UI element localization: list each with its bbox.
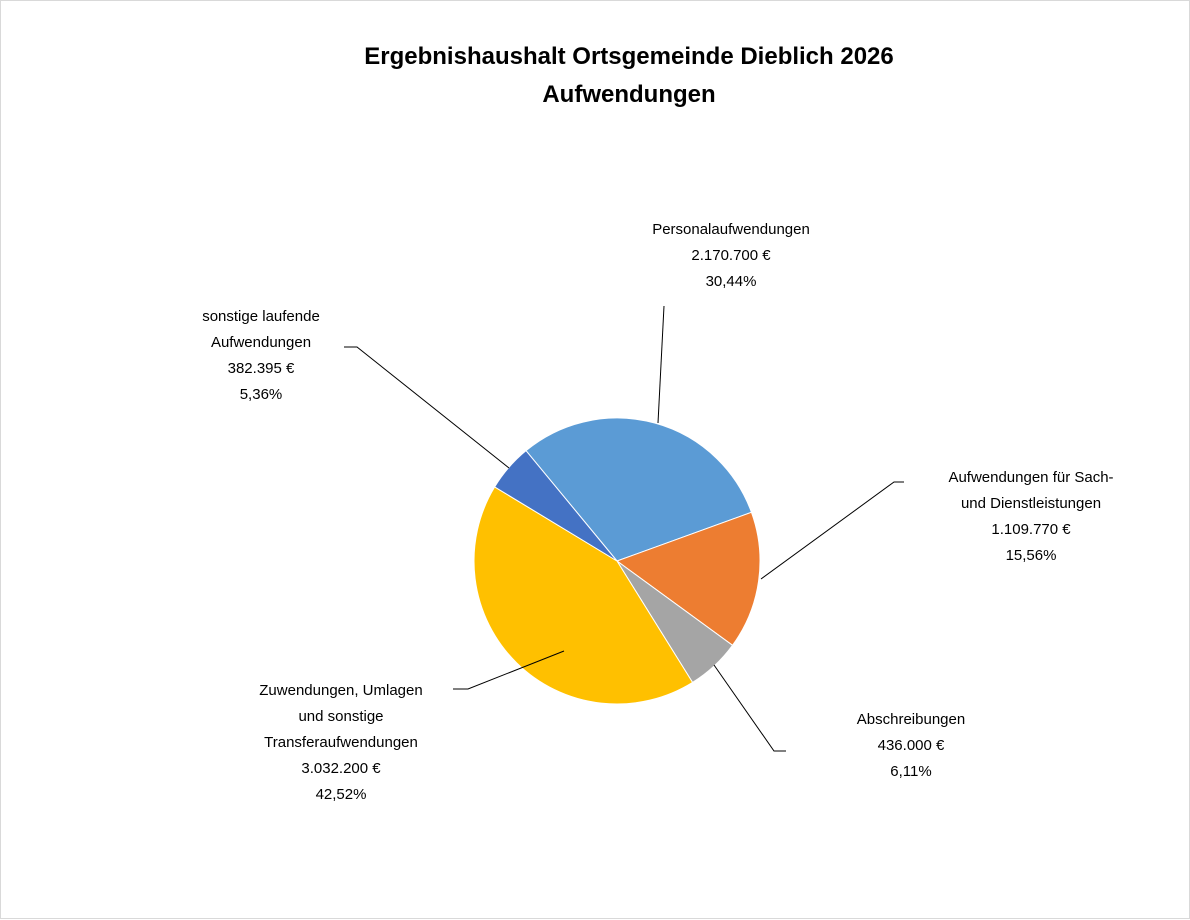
- leader-line: [344, 346, 510, 469]
- pie-slice: [525, 417, 753, 562]
- category-label: sonstige laufende Aufwendungen: [202, 308, 320, 351]
- pie-slice: [473, 486, 694, 705]
- value-label: 3.032.200 €: [301, 760, 381, 777]
- leader-line: [657, 305, 665, 424]
- leader-line: [760, 481, 904, 580]
- category-label: Zuwendungen, Umlagen und sonstige Transf…: [259, 682, 423, 751]
- value-label: 436.000 €: [877, 737, 945, 754]
- value-label: 382.395 €: [227, 360, 295, 377]
- category-label: Abschreibungen: [856, 711, 966, 728]
- data-label: Zuwendungen, Umlagen und sonstige Transf…: [255, 678, 427, 808]
- percent-label: 15,56%: [1005, 547, 1057, 564]
- chart-subtitle: Aufwendungen: [542, 81, 716, 108]
- value-label: 1.109.770 €: [991, 521, 1071, 538]
- data-label: Personalaufwendungen 2.170.700 € 30,44%: [611, 217, 851, 295]
- value-label: 2.170.700 €: [691, 247, 771, 264]
- data-label: Aufwendungen für Sach- und Dienstleistun…: [944, 465, 1119, 569]
- data-label: Abschreibungen 436.000 € 6,11%: [831, 707, 991, 785]
- percent-label: 30,44%: [705, 273, 757, 290]
- data-label: sonstige laufende Aufwendungen 382.395 € 5…: [191, 304, 331, 408]
- category-label: Personalaufwendungen: [652, 221, 810, 238]
- leader-line: [453, 650, 565, 690]
- leader-line: [713, 664, 786, 752]
- pie-slice: [615, 511, 761, 646]
- percent-label: 42,52%: [315, 786, 367, 803]
- percent-label: 6,11%: [890, 763, 932, 780]
- chart-title: Ergebnishaushalt Ortsgemeinde Dieblich 2…: [364, 43, 894, 70]
- category-label: Aufwendungen für Sach- und Dienstleistun…: [948, 469, 1114, 512]
- percent-label: 5,36%: [239, 386, 283, 403]
